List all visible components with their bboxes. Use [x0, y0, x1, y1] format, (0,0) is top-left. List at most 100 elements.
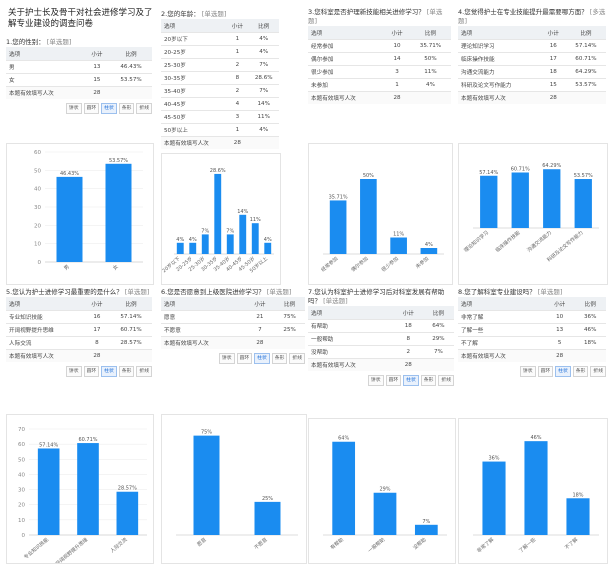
y-tick-label: 50 — [34, 168, 41, 174]
table-row: 愿意 21 75% — [161, 310, 305, 324]
option-label: 30-35岁 — [161, 71, 227, 85]
stats-table: 选项 小计 比例 愿意 21 75% 不愿意 7 25% 本题有效填写人次 28 — [161, 297, 305, 349]
option-percent: 4% — [248, 123, 279, 137]
pie-chart-button[interactable]: 饼状 — [519, 366, 536, 377]
question-5-chart: 0 10 20 30 40 50 60 70 57.14% 专业知识技能 60.71% 开阔视野提升思… — [6, 414, 154, 564]
option-label: 人际交流 — [6, 336, 84, 350]
option-percent: 29% — [422, 332, 454, 346]
stats-table: 选项 小计 比例 理论知识学习 16 57.14% 临床操作技能 17 60.71% 沟通交流能力… — [458, 26, 606, 104]
table-header-row: 选项 小计 比例 — [308, 26, 451, 40]
question-2-chart: 4% 20岁以下 4% 20-25岁 7% 25-30岁 28.6% 30-35岁 7% 35-4… — [161, 153, 281, 285]
column-header: 选项 — [458, 297, 545, 311]
bar — [264, 242, 272, 254]
horizontal-bar-button[interactable]: 条形 — [118, 103, 135, 114]
bar-value-label: 28.57% — [118, 486, 137, 492]
donut-chart-button[interactable]: 圆环 — [236, 353, 253, 364]
donut-chart-button[interactable]: 圆环 — [83, 103, 100, 114]
y-tick-label: 10 — [18, 518, 25, 524]
question-title: 5.您认为护士进修学习最重要的是什么？ [单选题] — [6, 288, 150, 296]
y-tick-label: 30 — [18, 488, 25, 494]
column-header: 小计 — [544, 297, 575, 311]
stats-table: 选项 小计 比例男 13 46.43% 女 15 53.57% 本题有效填写人次 28 — [6, 47, 152, 99]
pie-chart-button[interactable]: 饼状 — [367, 375, 384, 386]
option-count: 1 — [226, 32, 249, 46]
table-row: 不愿意 7 25% — [161, 323, 305, 337]
total-row: 本题有效填写人次 28 — [161, 336, 305, 349]
x-category-label: 沟通交流能力 — [526, 229, 553, 254]
bar — [373, 492, 397, 535]
bar-value-label: 46% — [530, 435, 541, 441]
column-header: 小计 — [83, 297, 111, 311]
donut-chart-button[interactable]: 圆环 — [83, 366, 100, 377]
question-title: 1.您的性别： [单选题] — [6, 38, 72, 46]
total-blank — [110, 349, 152, 362]
column-header: 选项 — [308, 26, 385, 40]
option-label: 不了解 — [458, 336, 545, 350]
bar — [524, 441, 548, 535]
line-chart-button[interactable]: 折线 — [438, 375, 454, 386]
total-blank — [565, 91, 606, 104]
bar — [105, 163, 132, 262]
bar-chart-button[interactable]: 柱状 — [403, 375, 419, 386]
option-label: 专业知识技能 — [6, 310, 84, 324]
y-tick-label: 10 — [34, 242, 41, 248]
table-row: 未参加 1 4% — [308, 78, 451, 92]
option-label: 偶尔参加 — [308, 52, 385, 66]
line-chart-button[interactable]: 折线 — [136, 366, 152, 377]
question-7-panel: 7.您认为科室护士进修学习后对科室发展有帮助吗？ [单选题] 选项 小计 比例 有帮助… — [308, 288, 454, 414]
option-percent: 46.43% — [110, 60, 152, 74]
bar-chart-button[interactable]: 柱状 — [101, 366, 117, 377]
x-category-label: 女 — [111, 263, 119, 272]
bar-value-label: 14% — [237, 209, 248, 215]
option-percent: 53.57% — [110, 73, 152, 87]
option-count: 2 — [226, 58, 249, 72]
pie-chart-button[interactable]: 饼状 — [218, 353, 235, 364]
total-count: 28 — [226, 136, 249, 149]
total-count: 28 — [540, 91, 566, 104]
bar — [332, 441, 356, 535]
horizontal-bar-button[interactable]: 条形 — [271, 353, 288, 364]
line-chart-button[interactable]: 折线 — [289, 353, 305, 364]
pie-chart-button[interactable]: 饼状 — [65, 366, 82, 377]
bar-chart-button[interactable]: 柱状 — [101, 103, 117, 114]
page-title: 关于护士长及骨干对社会进修学习及了解专业建设的调查问卷 — [8, 8, 153, 29]
bar — [360, 179, 377, 254]
option-label: 非常了解 — [458, 310, 545, 324]
line-chart-button[interactable]: 折线 — [590, 366, 606, 377]
horizontal-bar-button[interactable]: 条形 — [118, 366, 135, 377]
total-count: 28 — [393, 358, 423, 371]
option-percent: 4% — [248, 45, 279, 59]
option-percent: 11% — [248, 110, 279, 124]
y-tick-label: 40 — [18, 472, 25, 478]
option-label: 40-45岁 — [161, 97, 227, 111]
table-row: 经常参加 10 35.71% — [308, 39, 451, 53]
question-5-panel: 5.您认为护士进修学习最重要的是什么？ [单选题] 选项 小计 比例 专业知识技能 16… — [6, 288, 152, 408]
total-row: 本题有效填写人次 28 — [6, 349, 152, 362]
x-category-label: 未参加 — [414, 255, 430, 270]
bar — [543, 169, 561, 228]
pie-chart-button[interactable]: 饼状 — [65, 103, 82, 114]
horizontal-bar-button[interactable]: 条形 — [420, 375, 437, 386]
option-label: 一般帮助 — [308, 332, 394, 346]
question-2-panel: 2.您的年龄： [单选题] 选项 小计 比例 20岁以下 1 4% 20-25岁 1 4% 25-… — [161, 10, 279, 150]
bar-chart-button[interactable]: 柱状 — [254, 353, 270, 364]
column-header: 比例 — [565, 26, 606, 40]
option-label: 男 — [6, 60, 84, 74]
bar-value-label: 11% — [250, 217, 261, 223]
total-row: 本题有效填写人次 28 — [308, 91, 451, 104]
option-count: 14 — [384, 52, 410, 66]
donut-chart-button[interactable]: 圆环 — [537, 366, 554, 377]
horizontal-bar-button[interactable]: 条形 — [572, 366, 589, 377]
y-tick-label: 50 — [18, 457, 25, 463]
column-header: 小计 — [384, 26, 410, 40]
bar-value-label: 4% — [176, 237, 184, 243]
line-chart-button[interactable]: 折线 — [136, 103, 152, 114]
option-count: 2 — [393, 345, 423, 359]
donut-chart-button[interactable]: 圆环 — [385, 375, 402, 386]
bar-chart-button[interactable]: 柱状 — [555, 366, 571, 377]
option-label: 20岁以下 — [161, 32, 227, 46]
bar — [329, 200, 347, 254]
option-label: 未参加 — [308, 78, 385, 92]
total-blank — [110, 86, 152, 99]
column-header: 比例 — [248, 19, 279, 33]
